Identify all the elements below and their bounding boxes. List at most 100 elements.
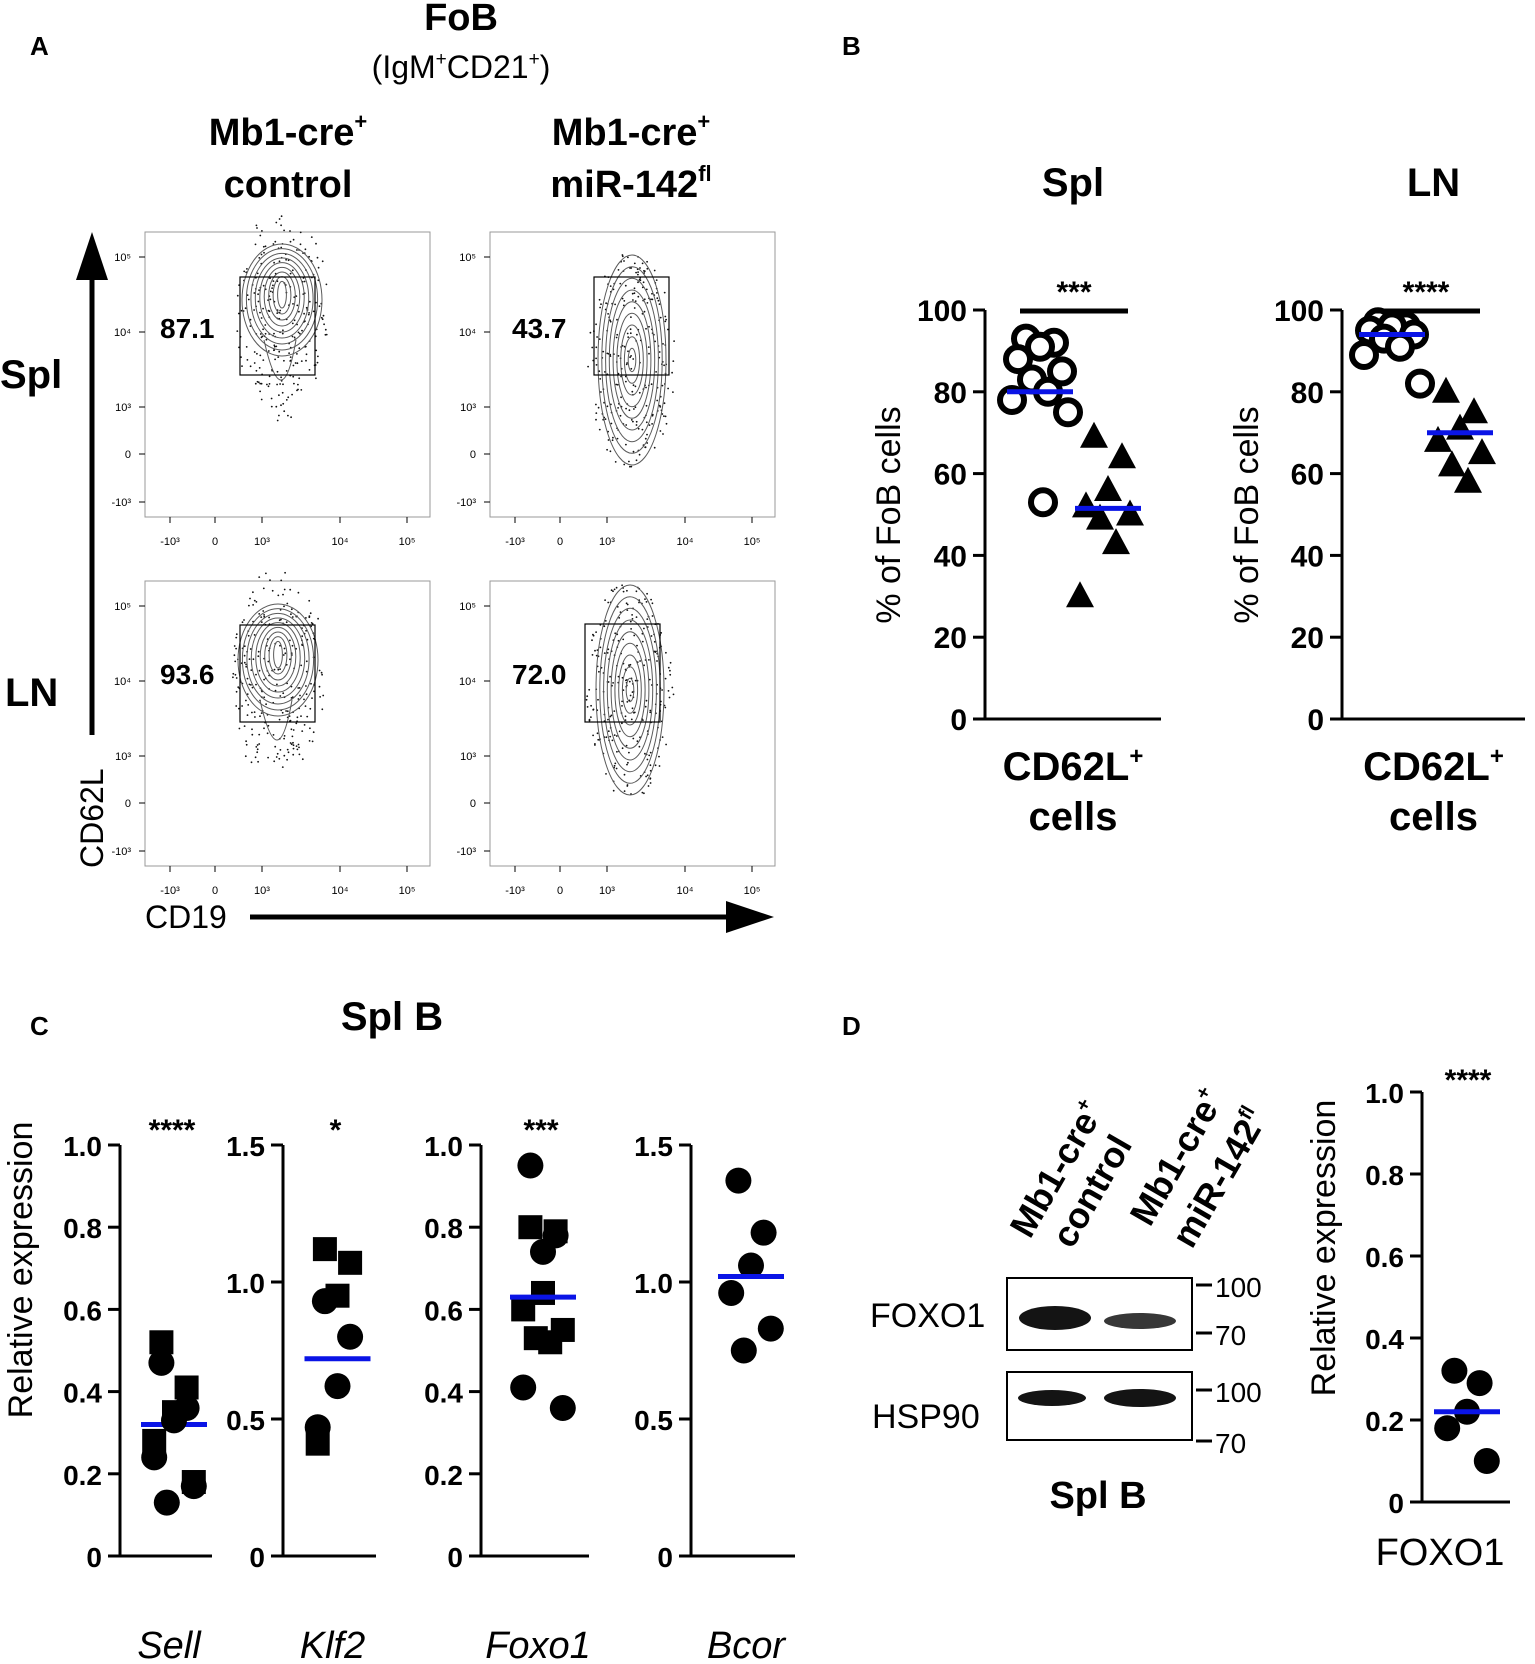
facs-plot-1-event xyxy=(308,312,310,314)
facs-plot-3-event xyxy=(251,728,253,731)
panel-c-plot-3-tick-label: 0 xyxy=(447,1542,463,1573)
facs-plot-4-event xyxy=(639,660,641,662)
facs-plot-2-event xyxy=(607,439,610,441)
facs-plot-1-event xyxy=(296,353,298,355)
subtitle-sup2: + xyxy=(529,49,540,70)
facs-plot-3-event xyxy=(305,685,307,687)
facs-plot-3-event xyxy=(308,740,311,742)
facs-plot-4-event xyxy=(660,632,663,634)
facs-plot-1-event xyxy=(262,359,265,361)
panel-b-plot-1-point xyxy=(1102,528,1130,555)
facs-plot-4-event xyxy=(638,601,640,604)
facs-plot-1-event xyxy=(315,377,317,380)
facs-plot-2-event xyxy=(672,391,674,393)
facs-plot-3-event xyxy=(305,660,308,663)
facs-plot-3-event xyxy=(311,697,313,699)
facs-plot-1-event xyxy=(276,383,278,386)
facs-plot-1-event xyxy=(274,240,277,243)
facs-plot-2-event xyxy=(631,292,634,295)
facs-plot-2-event xyxy=(626,362,628,364)
facs-plot-3-y-tick-label: 10⁵ xyxy=(114,601,131,613)
facs-plot-3-event xyxy=(245,699,247,702)
facs-plot-3-event xyxy=(310,622,313,624)
facs-plot-2-event xyxy=(614,303,616,306)
panel-c-plot-1-tick-label: 1.0 xyxy=(63,1131,102,1162)
facs-plot-3-contour xyxy=(255,622,301,693)
facs-plot-4-event xyxy=(625,602,628,605)
facs-plot-3-event xyxy=(290,743,293,746)
facs-plot-1-event xyxy=(270,397,273,400)
facs-plot-2-event xyxy=(633,262,636,265)
facs-plot-3-event xyxy=(303,724,306,726)
facs-plot-3-event xyxy=(298,687,301,689)
facs-plot-1-event xyxy=(305,306,308,309)
panel-c-plots: 1.0 0.8 0.6 0.4 0.2 0 **** Sell 1.5 1.0 0.5 0 * Klf2 1… xyxy=(63,1114,795,1664)
facs-plot-1-event xyxy=(265,338,268,341)
facs-plot-1-event xyxy=(320,316,323,319)
facs-plot-3-event xyxy=(278,619,281,622)
facs-plot-1-event xyxy=(291,335,294,338)
panel-b-plots: 100 80 60 40 20 0 Spl *** % of FoB cells CD62L+ ce… xyxy=(870,161,1525,839)
facs-plot-3-event xyxy=(256,751,259,754)
facs-plot-4-y-tick-label: -10³ xyxy=(456,846,476,858)
facs-plot-1-event xyxy=(315,242,317,245)
facs-plot-1-event xyxy=(260,336,263,339)
facs-plot-4-event xyxy=(655,650,657,653)
facs-plot-1-event xyxy=(258,289,260,292)
facs-plot-3-event xyxy=(251,686,254,689)
facs-plot-4-event xyxy=(612,590,614,593)
facs-plot-4-event xyxy=(653,640,656,643)
facs-plot-1-contour xyxy=(254,257,310,339)
facs-plot-3-event xyxy=(305,693,308,696)
panel-b-plot-2-ylabel: % of FoB cells xyxy=(1228,406,1266,623)
facs-plot-1-event xyxy=(292,375,295,378)
facs-plot-1-contour xyxy=(268,271,296,321)
facs-plot-4-gate xyxy=(584,623,661,723)
panel-b-plot-2-point xyxy=(1438,450,1466,477)
col1-header-line1: Mb1-cre+ xyxy=(209,109,368,154)
facs-plot-3-event xyxy=(273,760,276,763)
panel-b-plot-1-point xyxy=(1116,499,1144,526)
facs-plot-2-event xyxy=(645,288,648,291)
facs-plot-4-event xyxy=(664,706,667,709)
facs-plot-2-event xyxy=(629,328,632,331)
facs-plot-3-event xyxy=(291,616,294,618)
facs-plot-3-event xyxy=(290,613,292,616)
panel-c-plot-2-tick-label: 1.0 xyxy=(226,1268,265,1299)
facs-plot-1-event xyxy=(322,314,325,317)
facs-plot-1-event xyxy=(293,336,296,339)
facs-plot-2-event xyxy=(651,298,654,301)
facs-plot-3-event xyxy=(279,749,282,751)
facs-plot-2-event xyxy=(606,448,608,451)
facs-plot-4-event xyxy=(649,711,652,714)
panel-d-tick-label: 0.8 xyxy=(1365,1160,1404,1191)
facs-plot-2-contour xyxy=(597,254,667,466)
facs-plot-3-event xyxy=(258,669,261,672)
facs-plot-4-event xyxy=(623,790,626,792)
facs-plot-2-contour xyxy=(605,277,659,443)
facs-plot-2-event xyxy=(595,403,597,406)
facs-plot-1-event xyxy=(236,294,239,297)
facs-plot-4-event xyxy=(609,675,611,678)
facs-plot-4-event xyxy=(626,763,628,766)
facs-plot-3-event xyxy=(262,610,265,612)
facs-plot-4-event xyxy=(594,649,596,652)
facs-plot-2-event xyxy=(611,439,614,442)
facs-plot-3-event xyxy=(250,684,252,686)
facs-plot-2-event xyxy=(667,387,669,390)
facs-plot-1-event xyxy=(257,300,260,303)
facs-plot-1-y-tick-label: -10³ xyxy=(111,497,131,509)
facs-plot-2-event xyxy=(644,446,647,449)
facs-plot-3-event xyxy=(251,711,253,714)
facs-plot-3-event xyxy=(283,605,285,608)
facs-plot-2-event xyxy=(602,350,605,353)
facs-plot-2-event xyxy=(597,406,600,409)
facs-plot-3-event xyxy=(274,745,277,748)
panel-c-plot-3-tick-label: 0.6 xyxy=(424,1295,463,1326)
facs-plot-4-event xyxy=(596,649,599,651)
facs-plot-3-contour xyxy=(241,608,315,711)
facs-plot-1-event xyxy=(278,350,281,353)
facs-plot-3-event xyxy=(246,677,249,680)
facs-plot-2-event xyxy=(638,278,641,281)
panel-b-plot-1-point xyxy=(1025,331,1055,362)
